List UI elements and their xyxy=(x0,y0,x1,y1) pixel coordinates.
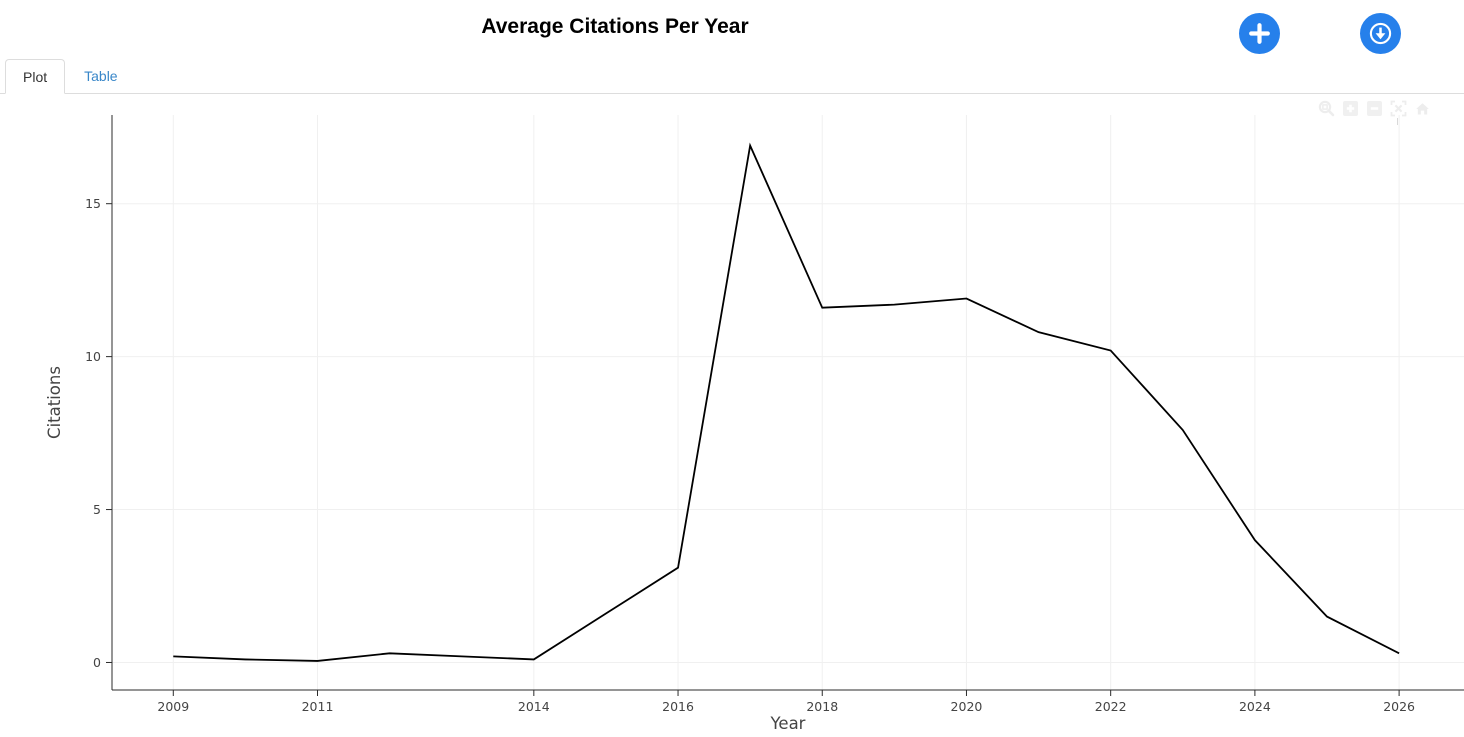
citations-series-line[interactable] xyxy=(173,142,1400,662)
y-tick-label: 10 xyxy=(85,349,101,364)
x-tick-label: 2018 xyxy=(806,699,838,714)
add-button[interactable] xyxy=(1239,13,1280,54)
x-tick-label: 2014 xyxy=(518,699,550,714)
x-axis-title: Year xyxy=(770,714,806,733)
toolbar-divider xyxy=(1397,118,1398,125)
tab-bar: Plot Table xyxy=(0,59,1464,94)
x-tick-label: 2020 xyxy=(951,699,983,714)
x-tick-label: 2022 xyxy=(1095,699,1127,714)
page-header: Average Citations Per Year xyxy=(0,0,1464,59)
plus-icon xyxy=(1249,23,1270,44)
y-tick-label: 5 xyxy=(93,502,101,517)
download-button[interactable] xyxy=(1360,13,1401,54)
y-tick-label: 15 xyxy=(85,196,101,211)
tab-plot[interactable]: Plot xyxy=(5,59,66,94)
box-zoom-icon[interactable] xyxy=(1318,100,1335,117)
x-tick-label: 2024 xyxy=(1239,699,1271,714)
x-tick-label: 2016 xyxy=(662,699,694,714)
home-icon[interactable] xyxy=(1414,100,1431,117)
page-title: Average Citations Per Year xyxy=(481,15,749,38)
download-circle-icon xyxy=(1369,22,1392,45)
plot-toolbar xyxy=(1318,100,1431,117)
reset-view-icon[interactable] xyxy=(1390,100,1407,117)
zoom-in-icon[interactable] xyxy=(1342,100,1359,117)
zoom-out-icon[interactable] xyxy=(1366,100,1383,117)
y-tick-label: 0 xyxy=(93,655,101,670)
x-tick-label: 2026 xyxy=(1383,699,1415,714)
tab-table[interactable]: Table xyxy=(84,68,118,84)
x-tick-label: 2011 xyxy=(302,699,334,714)
x-tick-label: 2009 xyxy=(157,699,189,714)
y-axis-title: Citations xyxy=(45,366,64,439)
